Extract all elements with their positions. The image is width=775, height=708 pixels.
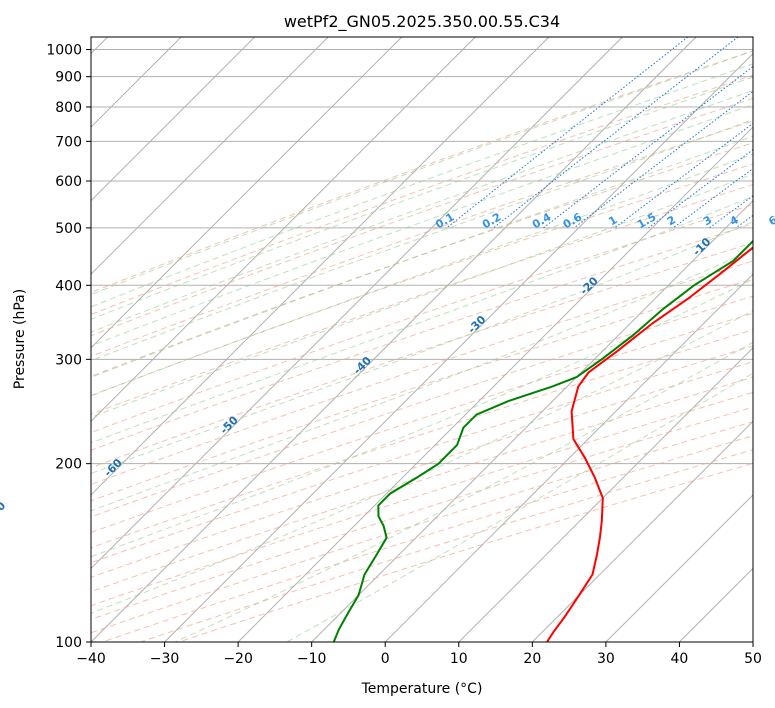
moist-adiabat: [91, 119, 753, 362]
isotherm: [91, 37, 403, 349]
y-tick-label: 700: [55, 134, 82, 150]
y-tick-label: 100: [55, 635, 82, 651]
x-tick-label: −20: [223, 651, 253, 667]
y-axis-label: Pressure (hPa): [12, 289, 28, 389]
moist-adiabat: [91, 278, 753, 558]
isotherm: [91, 37, 623, 570]
isotherm: [91, 37, 550, 496]
dewpoint-profile: [332, 239, 753, 642]
isotherm: [91, 37, 476, 423]
y-tick-label: 1000: [46, 43, 82, 59]
isotherm: [91, 37, 329, 275]
y-tick-label: 300: [55, 352, 82, 368]
moist-adiabat: [91, 89, 753, 333]
x-axis-label: Temperature (°C): [361, 681, 483, 697]
isotherm: [458, 347, 753, 642]
moist-adiabat: [91, 63, 753, 308]
isotherm: [311, 199, 753, 642]
dry-adiabat: [91, 183, 753, 415]
isotherm: [384, 273, 753, 642]
y-tick-label: 800: [55, 100, 82, 116]
x-tick-label: 50: [744, 651, 762, 667]
dry-adiabat: [91, 74, 753, 316]
mixing-ratio-label: 6: [766, 213, 775, 228]
moist-adiabat: [91, 76, 753, 320]
moist-adiabat: [91, 173, 753, 418]
dry-adiabat: [91, 120, 753, 357]
x-tick-label: 40: [671, 651, 689, 667]
y-tick-label: 900: [55, 70, 82, 86]
chart-title: wetPf2_GN05.2025.350.00.55.C34: [284, 12, 560, 32]
isotherm: [237, 126, 753, 642]
isotherm: [91, 37, 697, 642]
y-tick-label: 600: [55, 174, 82, 190]
temperature-profile: [546, 246, 753, 642]
x-tick-label: −10: [297, 651, 327, 667]
x-tick-label: 10: [450, 651, 468, 667]
moist-adiabat: [91, 50, 753, 296]
dry-adiabat: [91, 329, 753, 549]
y-tick-label: 500: [55, 221, 82, 237]
mixing-ratio-line: [543, 65, 753, 229]
x-tick-label: 30: [597, 651, 615, 667]
y-tick-label: 400: [55, 278, 82, 294]
background-lines: [91, 37, 753, 642]
dry-adiabat-label: -70: [0, 499, 9, 522]
x-tick-label: −30: [150, 651, 180, 667]
x-tick-label: 20: [523, 651, 541, 667]
dry-adiabat: [91, 50, 753, 294]
mixing-ratio-line: [446, 37, 689, 229]
x-tick-label: −40: [76, 651, 106, 667]
isotherm: [605, 494, 753, 642]
isotherm: [164, 52, 753, 642]
dry-adiabat: [91, 223, 753, 451]
dry-adiabat: [91, 163, 753, 397]
moist-adiabat: [91, 196, 753, 444]
mixing-ratio-line: [493, 37, 739, 229]
mixing-ratio-line: [614, 122, 753, 229]
isotherm: [531, 420, 753, 642]
dry-adiabat: [91, 242, 753, 469]
sounding-profiles: [332, 239, 753, 642]
x-axis: −40 −30 −20 −10 0 10 20 30 40 50: [76, 642, 762, 667]
dry-adiabat: [91, 361, 753, 578]
dry-adiabat: [91, 278, 753, 502]
mixing-ratio-line: [672, 167, 753, 229]
dry-adiabat: [91, 97, 753, 337]
dry-adiabat: [91, 376, 753, 593]
y-tick-label: 200: [55, 457, 82, 473]
dry-adiabat: [91, 142, 753, 377]
moist-adiabat: [91, 310, 753, 614]
plot-frame: [90, 36, 754, 643]
y-axis: 100 200 300 400 500 600 700 800 900 1000: [46, 43, 91, 651]
x-tick-label: 0: [381, 651, 390, 667]
moist-adiabat: [91, 153, 753, 397]
isotherm: [91, 37, 256, 202]
